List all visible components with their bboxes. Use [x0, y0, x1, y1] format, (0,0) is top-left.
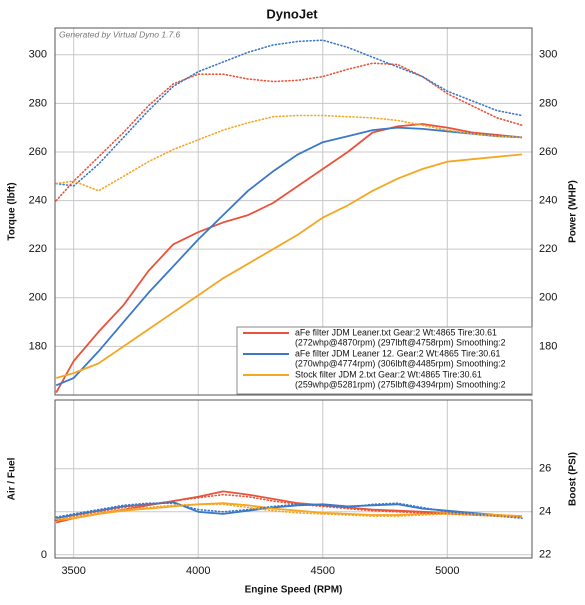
plot-frame	[54, 399, 533, 559]
y-tick-label: 0	[41, 549, 47, 561]
y-axis-label: Air / Fuel	[7, 457, 18, 500]
legend-detail: (272whp@4870rpm) (297lbft@4758rpm) Smoot…	[295, 337, 506, 347]
solid-line	[55, 123, 523, 394]
y2-tick-label: 180	[539, 340, 557, 352]
legend-detail: (270whp@4774rpm) (306lbft@4485rpm) Smoot…	[295, 358, 506, 368]
x-tick-label: 3500	[61, 565, 85, 577]
y-tick-label: 300	[29, 49, 47, 61]
y2-tick-label: 220	[539, 243, 557, 255]
x-axis-label: Engine Speed (RPM)	[245, 585, 343, 596]
solid-line	[56, 501, 523, 520]
y2-axis-label: Power (WHP)	[568, 180, 579, 243]
dotted-line	[55, 503, 523, 521]
y2-tick-label: 240	[539, 194, 557, 206]
legend-label: Stock filter JDM 2.txt Gear:2 Wt:4865 Ti…	[295, 369, 482, 379]
dotted-line	[55, 493, 523, 522]
x-tick-label: 5000	[435, 565, 459, 577]
dotted-line	[55, 502, 523, 519]
chart-title: DynoJet	[266, 6, 318, 21]
y2-tick-label: 280	[539, 97, 557, 109]
y2-tick-label: 24	[539, 506, 551, 518]
y2-axis-label: Boost (PSI)	[568, 452, 579, 506]
y-tick-label: 220	[29, 243, 47, 255]
annotation: Generated by Virtual Dyno 1.7.6	[59, 29, 181, 39]
y-tick-label: 180	[29, 340, 47, 352]
y-axis-label: Torque (lbft)	[7, 182, 18, 240]
y-tick-label: 200	[29, 292, 47, 304]
plot-frame	[54, 27, 533, 396]
y-tick-label: 280	[29, 97, 47, 109]
dotted-line	[55, 62, 523, 202]
legend-box	[236, 326, 533, 395]
x-tick-label: 4000	[186, 565, 210, 577]
y2-tick-label: 26	[539, 463, 551, 475]
y2-tick-label: 200	[539, 292, 557, 304]
x-tick-label: 4500	[311, 565, 335, 577]
y-tick-label: 260	[29, 146, 47, 158]
solid-line	[56, 502, 523, 522]
solid-line	[55, 153, 523, 379]
y-tick-label: 240	[29, 194, 47, 206]
legend-detail: (259whp@5281rpm) (275lbft@4394rpm) Smoot…	[295, 379, 506, 389]
dotted-line	[55, 39, 523, 187]
y2-tick-label: 300	[539, 49, 557, 61]
y2-tick-label: 22	[539, 549, 551, 561]
dotted-line	[55, 114, 523, 192]
legend-label: aFe filter JDM Leaner.txt Gear:2 Wt:4865…	[295, 327, 497, 337]
y2-tick-label: 260	[539, 146, 557, 158]
legend-label: aFe filter JDM Leaner 12. Gear:2 Wt:4865…	[295, 348, 500, 358]
solid-line	[55, 126, 523, 387]
